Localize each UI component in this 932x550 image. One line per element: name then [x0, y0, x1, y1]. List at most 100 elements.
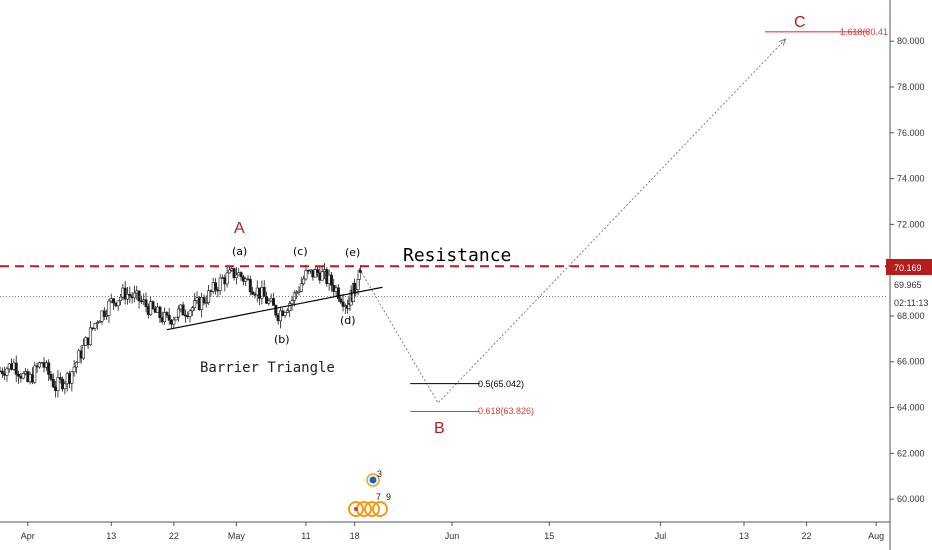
- candle-body: [98, 321, 102, 323]
- price-tick-label: 64.000: [897, 403, 925, 413]
- projection-arrowhead: [779, 38, 787, 46]
- drawings: [0, 31, 886, 413]
- time-tick-label: 22: [169, 531, 179, 541]
- event-dot-icon: [354, 507, 358, 511]
- candle-body: [58, 377, 62, 380]
- candle-body: [234, 274, 238, 278]
- candle-body: [51, 379, 55, 388]
- candle-body: [163, 312, 167, 323]
- candle-body: [190, 307, 194, 312]
- candle-body: [37, 362, 41, 368]
- candle-body: [181, 304, 185, 316]
- candle-body: [132, 292, 136, 299]
- candle-body: [358, 270, 362, 273]
- price-tick-label: 68.000: [897, 311, 925, 321]
- candle-body: [295, 291, 299, 294]
- time-tick-label: 18: [350, 531, 360, 541]
- candle-body: [174, 316, 178, 321]
- last-price-badge: [886, 259, 932, 275]
- candle-body: [14, 362, 18, 375]
- time-tick-label: Jun: [445, 531, 460, 541]
- candle-body: [33, 365, 37, 383]
- plot-area[interactable]: [0, 0, 890, 522]
- candle-body: [72, 366, 76, 373]
- candle-body: [297, 290, 301, 293]
- price-tick-label: 60.000: [897, 494, 925, 504]
- second-price-text: 69.965: [894, 280, 922, 290]
- event-ring-icon[interactable]: [372, 501, 388, 517]
- candle-body: [290, 300, 294, 304]
- wave-sub-d-label: (d): [340, 314, 356, 327]
- candle-body: [105, 315, 109, 317]
- candle-body: [188, 310, 192, 317]
- wave-a-major-label: A: [234, 220, 245, 237]
- price-tick-label: 76.000: [897, 128, 925, 138]
- event-ring-icon[interactable]: [364, 501, 380, 517]
- time-axis[interactable]: Apr 13 22 May 11 18 Jun 15 Jul 13 22 Aug: [21, 522, 884, 541]
- price-tick-label: 66.000: [897, 357, 925, 367]
- time-tick-label: 11: [301, 531, 310, 541]
- candle-body: [214, 282, 218, 291]
- candle-body: [227, 269, 231, 274]
- candle-body: [320, 271, 324, 281]
- fib-1618-label: 1.618(80.41: [840, 27, 888, 37]
- barrier-triangle-label: Barrier Triangle: [200, 360, 335, 376]
- candle-body: [274, 305, 278, 316]
- candle-body: [329, 274, 333, 286]
- time-tick-label: 22: [802, 531, 812, 541]
- event-badge-count-2: 7: [376, 492, 381, 502]
- candle-body: [112, 298, 116, 304]
- candle-body: [251, 291, 255, 295]
- candle-body: [232, 268, 236, 278]
- candle-body: [302, 278, 306, 285]
- wave-sub-c-label: (c): [293, 245, 308, 258]
- candle-body: [288, 303, 292, 312]
- candle-body: [139, 300, 143, 303]
- wave-c-major-label: C: [794, 14, 806, 31]
- candle-body: [5, 368, 9, 376]
- candle-body: [248, 279, 252, 293]
- price-tick-label: 80.000: [897, 36, 925, 46]
- candle-body: [56, 377, 60, 391]
- wave-sub-e-label: (e): [345, 246, 360, 259]
- candle-body: [167, 314, 171, 321]
- candle-body: [123, 287, 127, 300]
- candle-body: [158, 306, 162, 319]
- price-tick-label: 62.000: [897, 448, 925, 458]
- candle-body: [116, 300, 120, 307]
- candle-body: [313, 269, 317, 278]
- candle-body: [299, 283, 303, 292]
- candle-body: [102, 310, 106, 317]
- candle-body: [93, 323, 97, 329]
- fib-05-label: 0.5(65.042): [478, 379, 524, 389]
- time-tick-label: Jul: [655, 531, 667, 541]
- candle-body: [0, 370, 4, 375]
- time-tick-label: Apr: [21, 531, 35, 541]
- candle-body: [339, 298, 343, 303]
- countdown-text: 02:11:13: [894, 298, 928, 308]
- candle-body: [225, 272, 229, 285]
- event-ring-icon[interactable]: [348, 501, 364, 517]
- candle-body: [119, 296, 123, 302]
- fib-0618-label: 0.618(63.826): [478, 406, 534, 416]
- candle-body: [107, 300, 111, 316]
- candle-body: [81, 345, 85, 359]
- candle-body: [193, 300, 197, 308]
- event-badge-count-1: 3: [377, 469, 382, 479]
- candle-body: [267, 300, 271, 304]
- time-tick-label: 15: [544, 531, 554, 541]
- candle-body: [262, 287, 266, 297]
- candle-body: [200, 297, 204, 310]
- resistance-label: Resistance: [403, 245, 511, 266]
- time-tick-label: 13: [739, 531, 749, 541]
- candle-body: [218, 277, 222, 291]
- candle-body: [176, 308, 180, 318]
- event-badges[interactable]: 3 7 9: [348, 469, 391, 517]
- candle-body: [47, 362, 51, 375]
- candle-body: [283, 312, 287, 316]
- time-tick-label: May: [228, 531, 246, 541]
- candle-body: [239, 272, 243, 278]
- wave-sub-a-label: (a): [232, 245, 247, 258]
- candle-body: [151, 301, 155, 309]
- candle-body: [172, 319, 176, 325]
